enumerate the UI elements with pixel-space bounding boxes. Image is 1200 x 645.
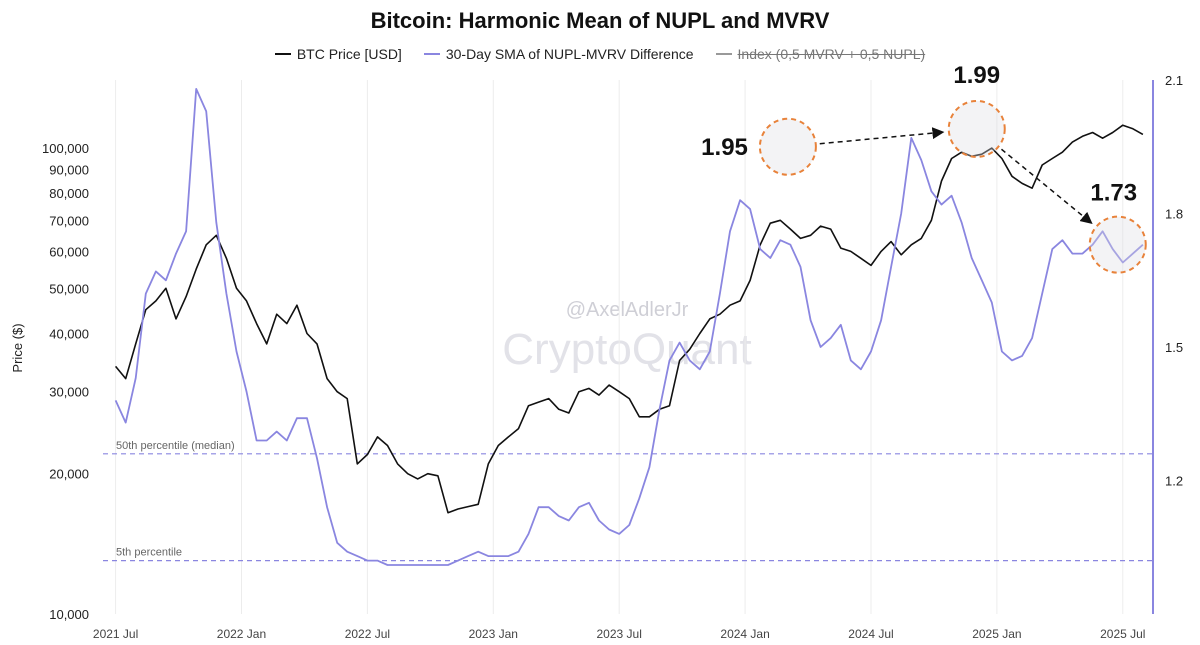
x-tick-label: 2022 Jan	[217, 627, 266, 641]
annotations: 1.95 1.99 1.73	[701, 62, 1147, 274]
chart-title: Bitcoin: Harmonic Mean of NUPL and MVRV	[370, 8, 830, 33]
annotation-arrow	[1001, 148, 1093, 225]
legend-item-btc-price[interactable]: BTC Price [USD]	[274, 46, 402, 62]
annotation-arrow	[819, 127, 945, 145]
axes: 2021 Jul 2022 Jan 2022 Jul 2023 Jan 2023 Jul…	[42, 73, 1183, 641]
percentile-label: 5th percentile	[116, 547, 182, 559]
legend-label-index: Index (0,5 MVRV + 0,5 NUPL)	[737, 46, 926, 62]
legend-item-index[interactable]: Index (0,5 MVRV + 0,5 NUPL)	[715, 46, 926, 62]
y-right-tick-label: 1.8	[1165, 207, 1183, 222]
y-right-tick-label: 2.1	[1165, 73, 1183, 88]
percentile-label: 50th percentile (median)	[116, 440, 235, 452]
sma-line	[114, 88, 1144, 566]
y-axis-title: Price ($)	[10, 323, 25, 372]
x-tick-label: 2022 Jul	[345, 627, 390, 641]
watermark-handle: @AxelAdlerJr	[566, 299, 689, 321]
y-left-tick-label: 100,000	[42, 141, 89, 156]
y-left-tick-label: 60,000	[49, 244, 89, 259]
x-tick-label: 2021 Jul	[93, 627, 138, 641]
percentile-lines: 50th percentile (median) 5th percentile	[103, 440, 1153, 562]
legend: BTC Price [USD] 30-Day SMA of NUPL-MVRV …	[0, 46, 1200, 62]
y-left-tick-label: 30,000	[49, 385, 89, 400]
grid-lines	[115, 80, 1124, 614]
x-tick-label: 2024 Jan	[720, 627, 769, 641]
x-tick-label: 2025 Jul	[1100, 627, 1145, 641]
annotation-circle	[947, 99, 1006, 158]
y-left-tick-label: 70,000	[49, 213, 89, 228]
y-left-tick-label: 10,000	[49, 607, 89, 622]
x-tick-label: 2023 Jan	[469, 627, 518, 641]
y-left-tick-label: 80,000	[49, 186, 89, 201]
x-tick-label: 2025 Jan	[972, 627, 1021, 641]
legend-item-sma[interactable]: 30-Day SMA of NUPL-MVRV Difference	[423, 46, 694, 62]
y-right-tick-label: 1.2	[1165, 474, 1183, 489]
y-left-tick-label: 50,000	[49, 281, 89, 296]
annotation-circle	[758, 117, 817, 176]
legend-swatch-sma	[423, 53, 440, 55]
legend-swatch-btc-price	[274, 53, 291, 55]
annotation-label: 1.95	[701, 134, 748, 161]
y-left-tick-label: 40,000	[49, 326, 89, 341]
legend-label-btc-price: BTC Price [USD]	[296, 46, 402, 62]
watermark-brand: CryptoQuant	[502, 325, 751, 374]
legend-swatch-index	[715, 53, 732, 55]
watermark: @AxelAdlerJr CryptoQuant	[502, 299, 751, 374]
annotation-label: 1.99	[953, 62, 1000, 89]
annotation-circle	[1088, 215, 1147, 274]
x-tick-label: 2024 Jul	[848, 627, 893, 641]
y-left-tick-label: 20,000	[49, 467, 89, 482]
annotation-label: 1.73	[1090, 180, 1137, 207]
y-right-tick-label: 1.5	[1165, 340, 1183, 355]
x-tick-label: 2023 Jul	[596, 627, 641, 641]
legend-label-sma: 30-Day SMA of NUPL-MVRV Difference	[445, 46, 694, 62]
y-left-tick-label: 90,000	[49, 162, 89, 177]
